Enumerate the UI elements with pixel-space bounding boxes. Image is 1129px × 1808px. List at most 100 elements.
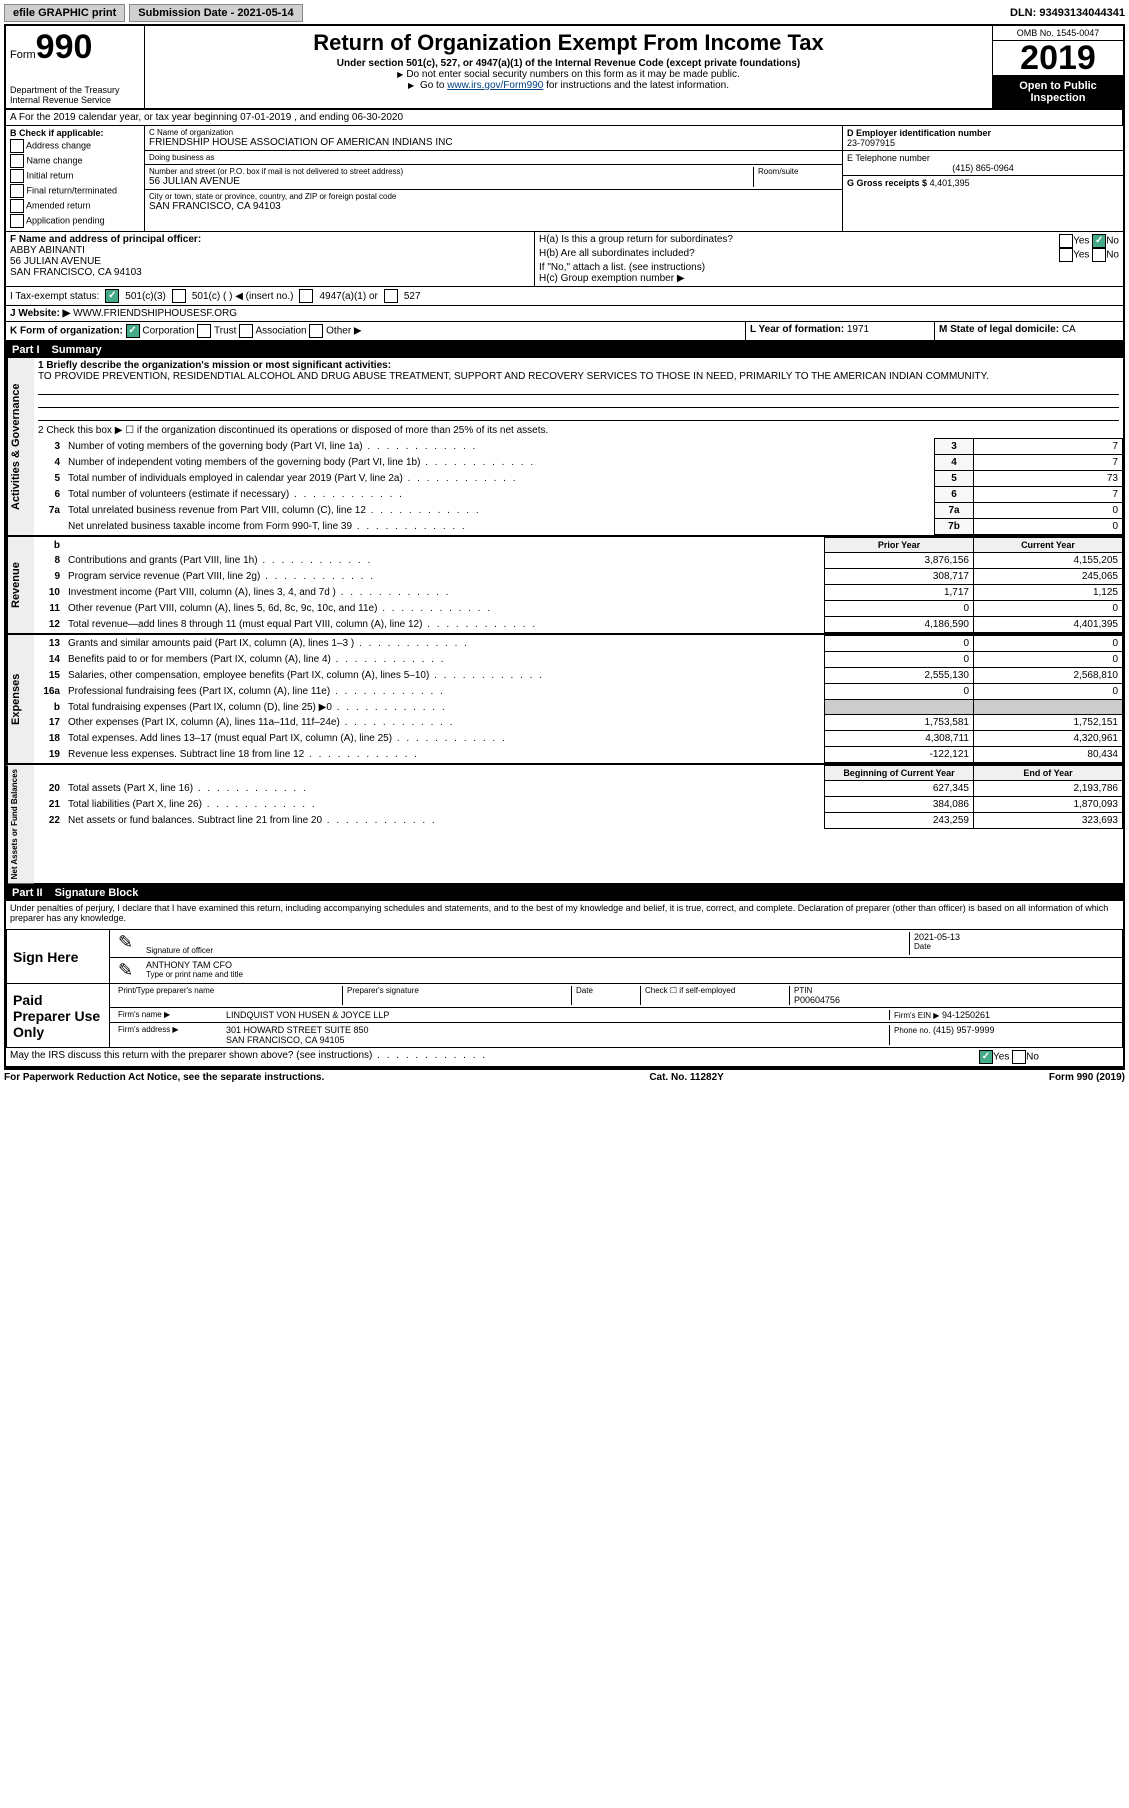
footer-right: Form 990 (2019): [1049, 1072, 1125, 1083]
irs-label: Internal Revenue Service: [10, 95, 140, 105]
table-row: 3Number of voting members of the governi…: [34, 439, 1123, 455]
hb-label: H(b) Are all subordinates included?: [539, 248, 695, 262]
table-row: 10Investment income (Part VIII, column (…: [34, 585, 1123, 601]
discuss-yes[interactable]: [979, 1050, 993, 1064]
firm-name: LINDQUIST VON HUSEN & JOYCE LLP: [222, 1010, 890, 1020]
chk-pending[interactable]: Application pending: [10, 214, 140, 228]
footer: For Paperwork Reduction Act Notice, see …: [4, 1070, 1125, 1085]
paid-preparer-label: Paid Preparer Use Only: [7, 984, 110, 1047]
form-number: Form990: [10, 28, 140, 67]
officer-addr2: SAN FRANCISCO, CA 94103: [10, 267, 530, 278]
vlabel-revenue: Revenue: [6, 537, 34, 633]
part2-header: Part II Signature Block: [6, 885, 1123, 901]
boy-head: Beginning of Current Year: [825, 766, 974, 781]
table-row: 16aProfessional fundraising fees (Part I…: [34, 684, 1123, 700]
table-row: 13Grants and similar amounts paid (Part …: [34, 636, 1123, 652]
form-subtitle: Under section 501(c), 527, or 4947(a)(1)…: [151, 58, 986, 69]
chk-address-change[interactable]: Address change: [10, 139, 140, 153]
top-bar: efile GRAPHIC print Submission Date - 20…: [4, 4, 1125, 22]
addr-label: Number and street (or P.O. box if mail i…: [149, 167, 753, 176]
part1-name: Summary: [52, 344, 102, 356]
q1-label: 1 Briefly describe the organization's mi…: [38, 360, 1119, 371]
b-label: B Check if applicable:: [10, 128, 140, 138]
j-label: J Website: ▶: [10, 308, 70, 319]
table-row: 17Other expenses (Part IX, column (A), l…: [34, 715, 1123, 731]
instructions-note: Go to www.irs.gov/Form990 for instructio…: [151, 80, 986, 91]
discuss-no[interactable]: [1012, 1050, 1026, 1064]
ha-yes[interactable]: [1059, 234, 1073, 248]
chk-501c[interactable]: [172, 289, 186, 303]
phone-value: (415) 957-9999: [933, 1025, 995, 1035]
hc-label: H(c) Group exemption number ▶: [539, 273, 1119, 284]
firm-addr1: 301 HOWARD STREET SUITE 850: [226, 1025, 885, 1035]
f-label: F Name and address of principal officer:: [10, 234, 530, 245]
table-row: 6Total number of volunteers (estimate if…: [34, 487, 1123, 503]
chk-other[interactable]: [309, 324, 323, 338]
table-row: 18Total expenses. Add lines 13–17 (must …: [34, 731, 1123, 747]
date-label: Date: [914, 942, 1114, 951]
chk-initial-return[interactable]: Initial return: [10, 169, 140, 183]
chk-501c3[interactable]: [105, 289, 119, 303]
pen-icon: ✎: [114, 932, 142, 955]
table-row: 7aTotal unrelated business revenue from …: [34, 503, 1123, 519]
form-label: Form: [10, 49, 36, 61]
chk-name-change[interactable]: Name change: [10, 154, 140, 168]
table-row: bTotal fundraising expenses (Part IX, co…: [34, 700, 1123, 715]
ha-label: H(a) Is this a group return for subordin…: [539, 234, 733, 248]
city-label: City or town, state or province, country…: [149, 192, 838, 201]
chk-527[interactable]: [384, 289, 398, 303]
hb-yes[interactable]: [1059, 248, 1073, 262]
part1-header: Part I Summary: [6, 342, 1123, 358]
l-label: L Year of formation:: [750, 324, 844, 335]
m-label: M State of legal domicile:: [939, 324, 1059, 335]
part2-label: Part II: [12, 887, 43, 899]
chk-trust[interactable]: [197, 324, 211, 338]
tel-value: (415) 865-0964: [847, 163, 1119, 173]
section-d: D Employer identification number 23-7097…: [843, 126, 1123, 231]
chk-final-return[interactable]: Final return/terminated: [10, 184, 140, 198]
dln-label: DLN: 93493134044341: [1010, 7, 1125, 19]
form-header: Form990 Department of the Treasury Inter…: [6, 26, 1123, 110]
net-assets-table: Beginning of Current Year End of Year 20…: [34, 765, 1123, 829]
prep-date-label: Date: [572, 986, 641, 1005]
tel-label: E Telephone number: [847, 153, 1119, 163]
perjury-declaration: Under penalties of perjury, I declare th…: [6, 901, 1123, 925]
hb-no[interactable]: [1092, 248, 1106, 262]
ein-label: D Employer identification number: [847, 128, 1119, 138]
part2-name: Signature Block: [55, 887, 139, 899]
vlabel-net: Net Assets or Fund Balances: [6, 765, 34, 883]
chk-amended[interactable]: Amended return: [10, 199, 140, 213]
section-c: C Name of organization FRIENDSHIP HOUSE …: [145, 126, 843, 231]
chk-corp[interactable]: [126, 324, 140, 338]
city-value: SAN FRANCISCO, CA 94103: [149, 201, 838, 212]
firm-addr-label: Firm's address ▶: [114, 1025, 222, 1045]
footer-mid: Cat. No. 11282Y: [649, 1072, 723, 1083]
form990-link[interactable]: www.irs.gov/Form990: [447, 80, 543, 91]
firm-name-label: Firm's name ▶: [114, 1010, 222, 1020]
efile-print-btn[interactable]: efile GRAPHIC print: [4, 4, 125, 22]
footer-left: For Paperwork Reduction Act Notice, see …: [4, 1072, 324, 1083]
chk-4947[interactable]: [299, 289, 313, 303]
tax-exempt-row: I Tax-exempt status: 501(c)(3) 501(c) ( …: [6, 287, 1123, 306]
m-value: CA: [1062, 324, 1076, 335]
submission-date-btn[interactable]: Submission Date - 2021-05-14: [129, 4, 302, 22]
prep-sig-label: Preparer's signature: [343, 986, 572, 1005]
ptin-value: P00604756: [794, 995, 1114, 1005]
form-container: Form990 Department of the Treasury Inter…: [4, 24, 1125, 1070]
chk-assoc[interactable]: [239, 324, 253, 338]
l-value: 1971: [847, 324, 869, 335]
q2-label: 2 Check this box ▶ ☐ if the organization…: [34, 423, 1123, 438]
i-label: I Tax-exempt status:: [10, 291, 99, 302]
firm-ein: 94-1250261: [942, 1010, 990, 1020]
form-title: Return of Organization Exempt From Incom…: [151, 30, 986, 56]
section-b: B Check if applicable: Address change Na…: [6, 126, 145, 231]
firm-addr2: SAN FRANCISCO, CA 94105: [226, 1035, 885, 1045]
ha-no[interactable]: [1092, 234, 1106, 248]
form-990-number: 990: [36, 28, 93, 66]
table-row: Net unrelated business taxable income fr…: [34, 519, 1123, 535]
ssn-note: Do not enter social security numbers on …: [151, 69, 986, 80]
table-row: 21Total liabilities (Part X, line 26)384…: [34, 797, 1123, 813]
note2-post: for instructions and the latest informat…: [543, 80, 729, 91]
self-employed-label: Check ☐ if self-employed: [641, 986, 790, 1005]
k-label: K Form of organization:: [10, 326, 123, 337]
